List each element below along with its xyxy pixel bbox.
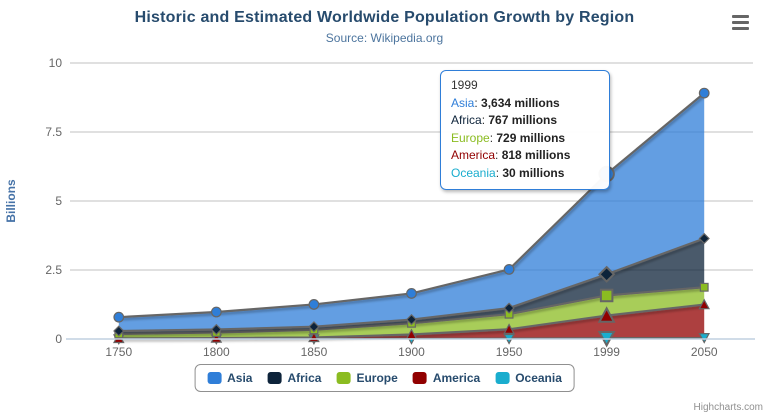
area-asia[interactable] — [118, 93, 705, 332]
marker-africa-1850[interactable] — [308, 321, 320, 333]
tooltip-series-name: America — [451, 148, 496, 162]
marker-oceania-2050[interactable] — [698, 333, 711, 344]
legend-label: Oceania — [515, 371, 562, 385]
tooltip-row: Oceania: 30 millions — [451, 165, 565, 180]
series-swatch — [336, 372, 351, 384]
area-america[interactable] — [118, 304, 705, 339]
marker-asia-1850[interactable] — [308, 299, 320, 310]
tooltip-series-value: 729 millions — [496, 130, 566, 145]
tooltip-row: Europe: 729 millions — [451, 130, 566, 145]
marker-europe-1999[interactable] — [599, 288, 614, 303]
y-axis-label: 5 — [55, 194, 62, 208]
series-swatch — [412, 372, 427, 384]
marker-asia-1900[interactable] — [406, 288, 417, 299]
tooltip-series-name: Asia — [451, 95, 475, 110]
tooltip-row: Africa: 767 millions — [451, 113, 558, 127]
y-axis-title: Billions — [4, 179, 18, 223]
credits-link[interactable]: Highcharts.com — [693, 402, 763, 413]
legend: Asia Africa Europe America Oceania — [194, 364, 575, 392]
tooltip-series-name: Africa — [451, 113, 482, 127]
tooltip-header: 1999 — [451, 78, 478, 92]
marker-asia-1800[interactable] — [210, 306, 222, 318]
x-axis-label: 1900 — [398, 345, 425, 359]
legend-item-africa[interactable]: Africa — [267, 371, 321, 385]
marker-asia-2050[interactable] — [698, 87, 710, 99]
marker-africa-1800[interactable] — [210, 323, 223, 336]
hamburger-icon — [732, 27, 749, 30]
marker-asia-1950[interactable] — [503, 263, 515, 275]
legend-label: America — [432, 371, 481, 385]
y-axis-label: 7.5 — [45, 125, 62, 139]
tooltip-series-value: 818 millions — [501, 148, 571, 162]
marker-america-1999[interactable] — [597, 306, 616, 323]
series-markers-africa — [113, 232, 710, 337]
x-axis-label: 1999 — [593, 345, 620, 359]
marker-africa-2050[interactable] — [698, 232, 710, 245]
tooltip-series-name: Oceania — [451, 165, 496, 180]
y-axis-label: 10 — [49, 56, 63, 70]
legend-item-europe[interactable]: Europe — [336, 371, 398, 385]
chart-title: Historic and Estimated Worldwide Populat… — [134, 9, 635, 26]
x-axis-label: 1950 — [496, 345, 523, 359]
y-axis-label: 2.5 — [45, 263, 62, 277]
marker-africa-1999[interactable] — [598, 265, 616, 283]
tooltip-series-name: Europe — [451, 130, 490, 145]
marker-africa-1950[interactable] — [503, 302, 515, 314]
hamburger-icon — [732, 15, 749, 18]
y-axis-label: 0 — [55, 332, 62, 346]
marker-africa-1750[interactable] — [113, 325, 125, 337]
series-swatch — [207, 372, 222, 384]
tooltip-row: America: 818 millions — [451, 148, 571, 162]
legend-item-asia[interactable]: Asia — [207, 371, 252, 385]
marker-europe-2050[interactable] — [699, 282, 709, 292]
legend-label: Europe — [356, 371, 398, 385]
legend-item-oceania[interactable]: Oceania — [495, 371, 562, 385]
x-axis-label: 2050 — [691, 345, 718, 359]
hamburger-icon — [732, 21, 749, 24]
series-swatch — [267, 372, 282, 384]
tooltip-series-value: 30 millions — [502, 165, 565, 180]
export-menu-button[interactable] — [732, 15, 749, 30]
series-swatch — [495, 372, 510, 384]
legend-label: Africa — [287, 371, 322, 385]
tooltip-series-value: 767 millions — [488, 113, 558, 127]
tooltip-row: Asia: 3,634 millions — [451, 95, 560, 110]
marker-america-1800[interactable] — [210, 332, 223, 343]
marker-africa-1900[interactable] — [405, 313, 418, 326]
tooltip-series-value: 3,634 millions — [481, 95, 560, 110]
series-markers-america — [112, 298, 711, 344]
area-africa[interactable] — [118, 238, 705, 334]
x-axis-label: 1800 — [203, 345, 230, 359]
marker-america-2050[interactable] — [698, 298, 711, 310]
marker-america-1950[interactable] — [503, 323, 515, 334]
legend-item-america[interactable]: America — [412, 371, 481, 385]
tooltip: 1999 Asia: 3,634 millions Africa: 767 mi… — [440, 70, 610, 190]
marker-asia-1750[interactable] — [113, 311, 125, 323]
chart-subtitle: Source: Wikipedia.org — [325, 31, 444, 45]
x-axis-label: 1750 — [105, 345, 132, 359]
x-axis-label: 1850 — [301, 345, 328, 359]
legend-label: Asia — [227, 371, 253, 385]
